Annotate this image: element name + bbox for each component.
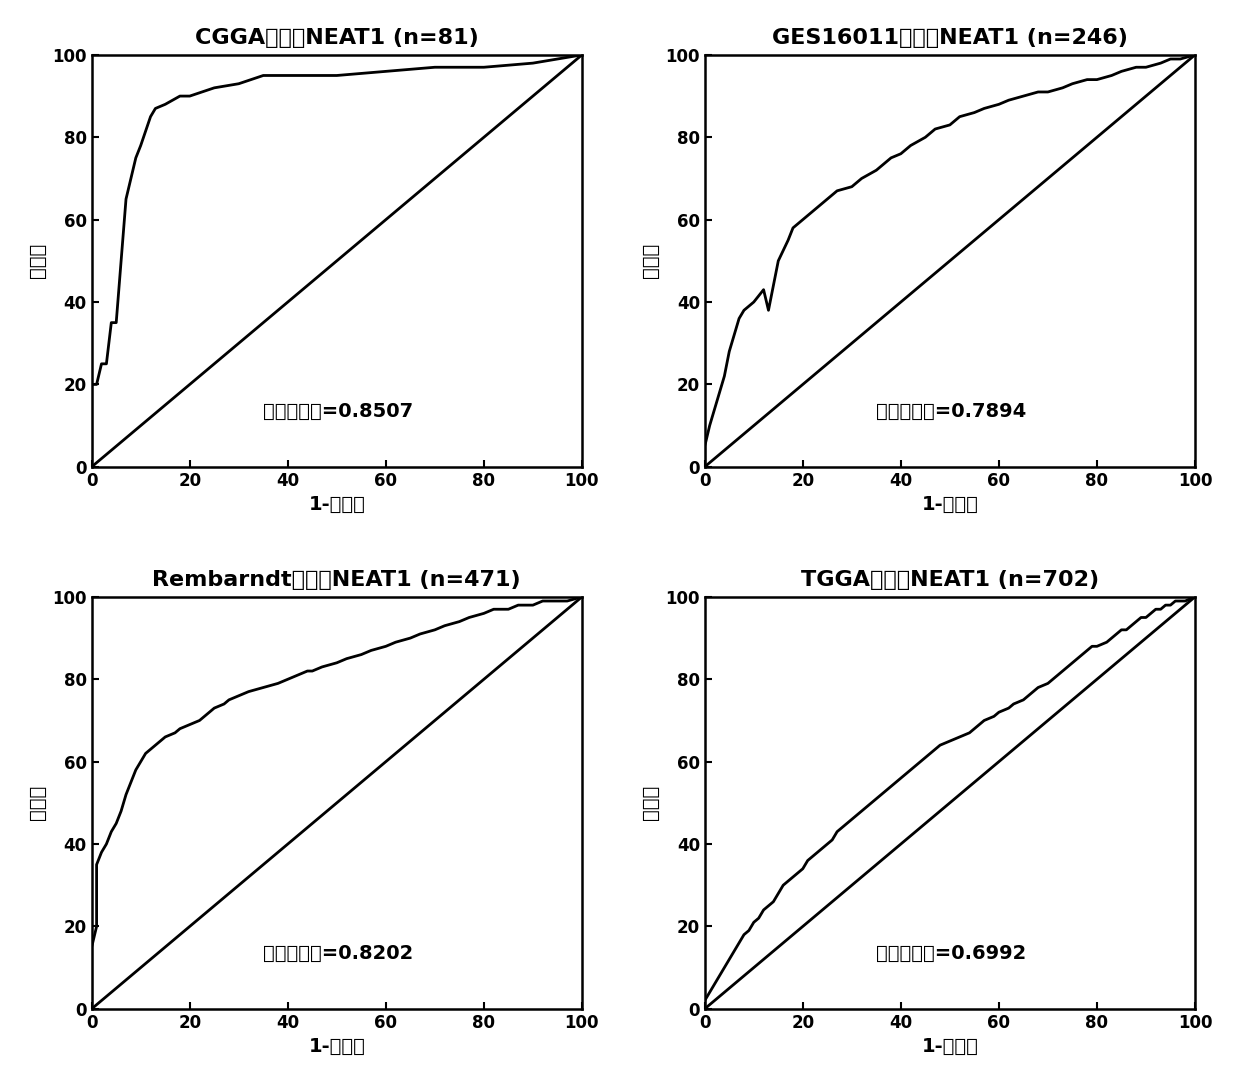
Y-axis label: 敏感度: 敏感度 (641, 243, 660, 279)
Text: 曲线下面积=0.8202: 曲线下面积=0.8202 (263, 944, 413, 964)
Text: 曲线下面积=0.7894: 曲线下面积=0.7894 (877, 402, 1027, 422)
Y-axis label: 敏感度: 敏感度 (641, 785, 660, 821)
X-axis label: 1-特异度: 1-特异度 (921, 1037, 978, 1056)
X-axis label: 1-特异度: 1-特异度 (309, 1037, 366, 1056)
X-axis label: 1-特异度: 1-特异度 (309, 495, 366, 514)
Text: 曲线下面积=0.6992: 曲线下面积=0.6992 (877, 944, 1027, 964)
Title: GES16011数据库NEAT1 (n=246): GES16011数据库NEAT1 (n=246) (773, 28, 1128, 48)
Y-axis label: 敏感度: 敏感度 (27, 243, 47, 279)
Title: Rembarndt数据库NEAT1 (n=471): Rembarndt数据库NEAT1 (n=471) (153, 570, 521, 590)
Title: CGGA数据库NEAT1 (n=81): CGGA数据库NEAT1 (n=81) (195, 28, 479, 48)
X-axis label: 1-特异度: 1-特异度 (921, 495, 978, 514)
Y-axis label: 敏感度: 敏感度 (27, 785, 47, 821)
Text: 曲线下面积=0.8507: 曲线下面积=0.8507 (263, 402, 413, 422)
Title: TGGA数据库NEAT1 (n=702): TGGA数据库NEAT1 (n=702) (801, 570, 1099, 590)
